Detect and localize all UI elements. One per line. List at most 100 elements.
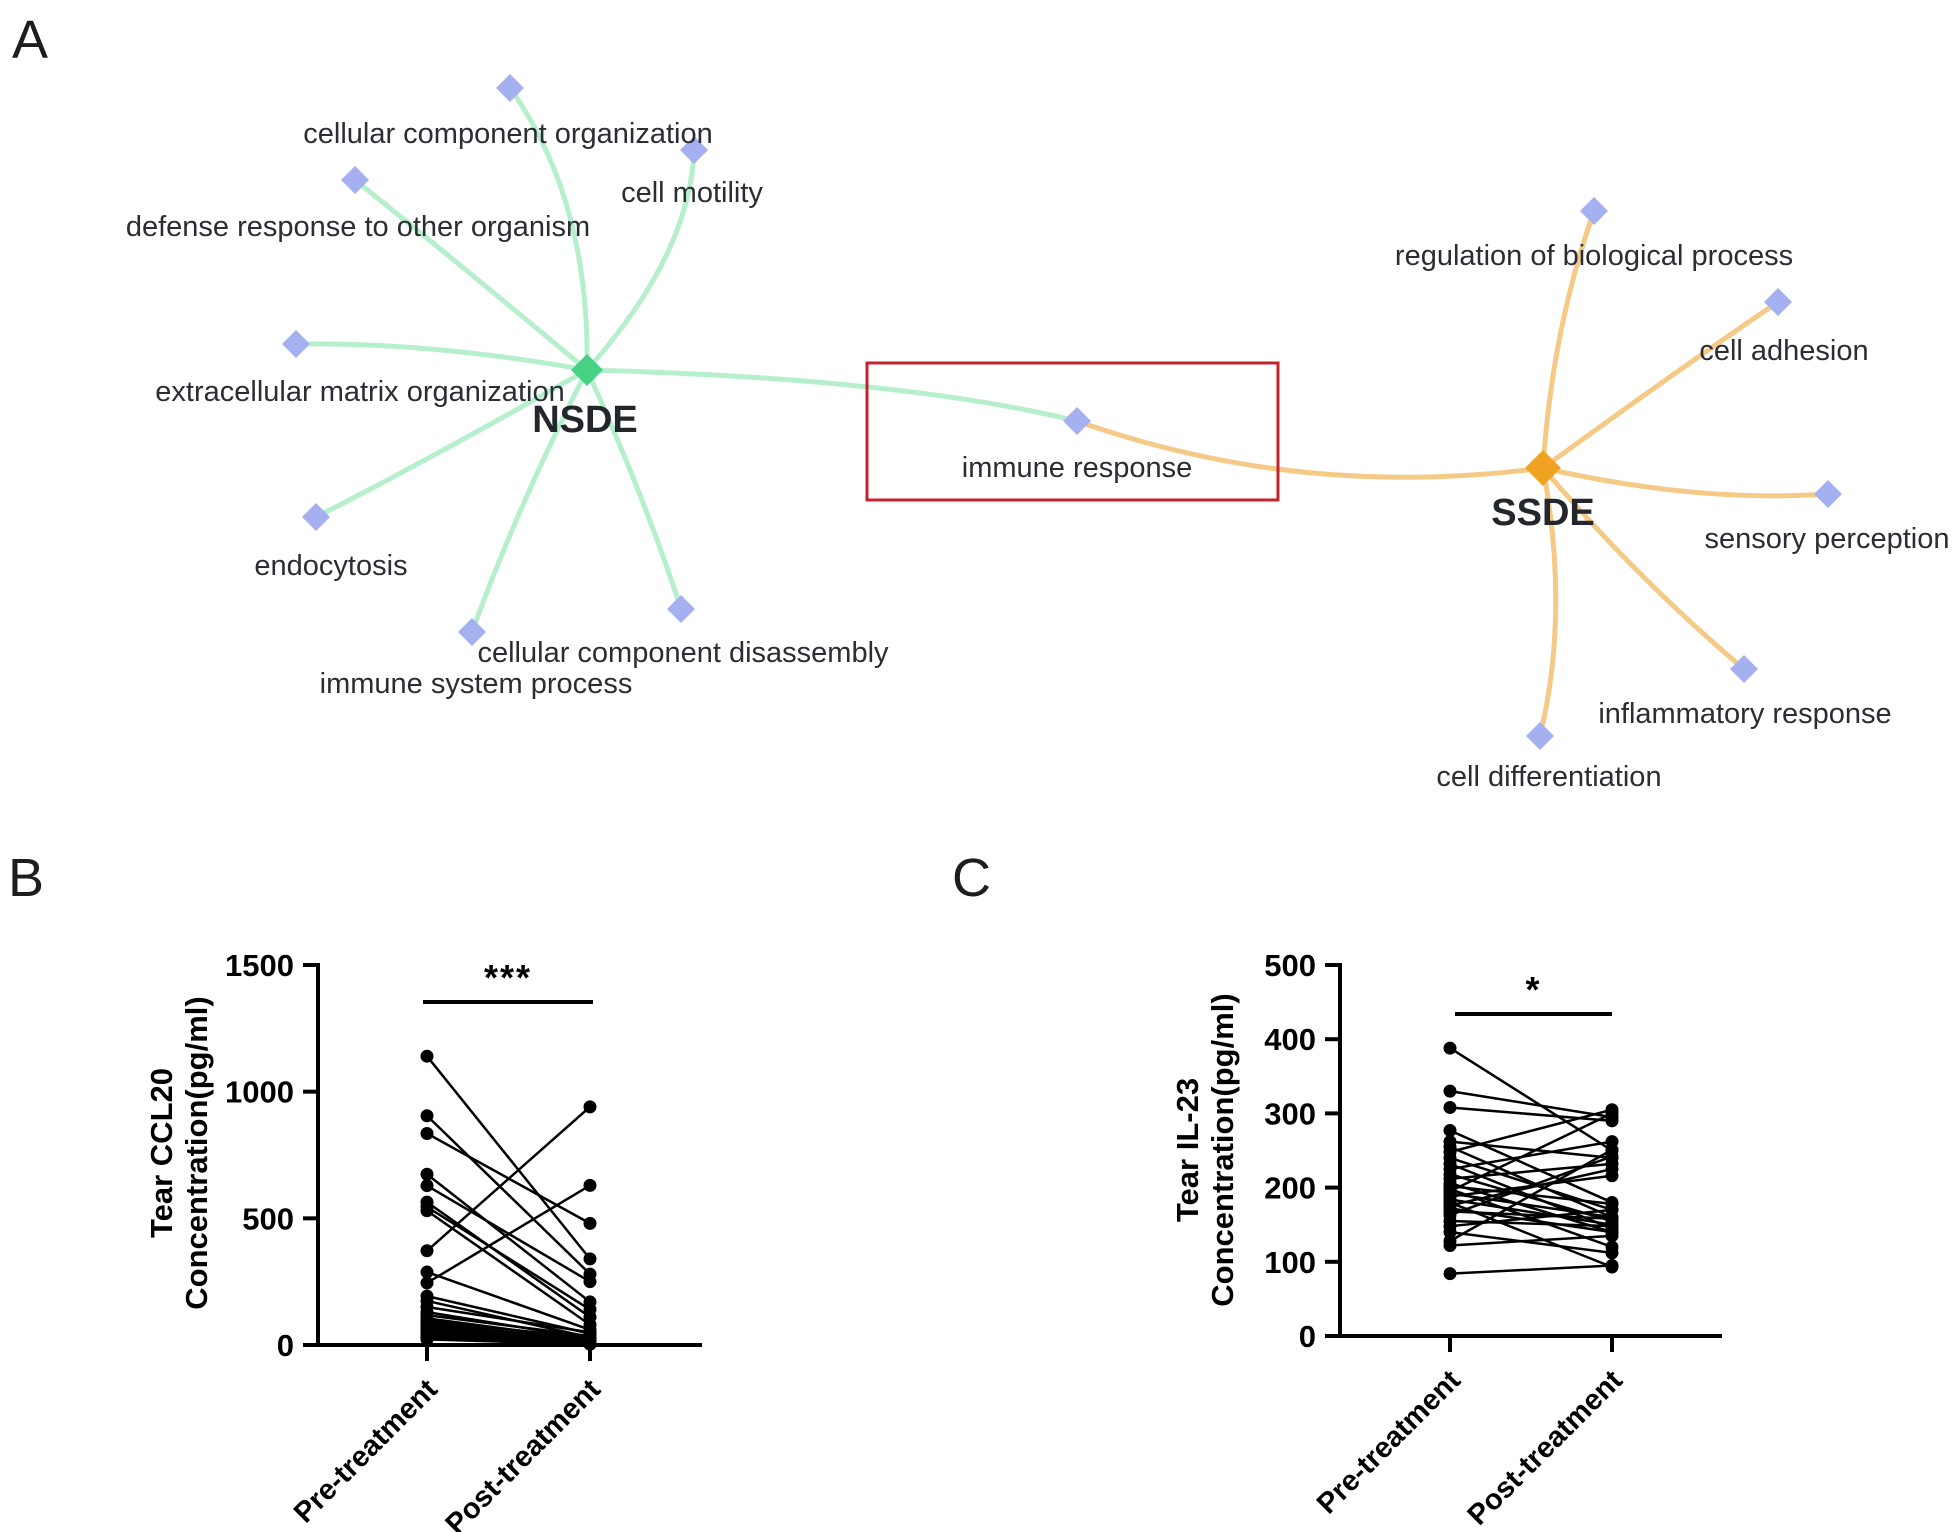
y-axis-title-line1: Tear CCL20 (144, 1068, 179, 1238)
nsde-edge (293, 341, 590, 373)
pair-line (1449, 1112, 1613, 1193)
term-node-label: cell differentiation (1436, 761, 1661, 793)
y-tick-label: 100 (1264, 1245, 1316, 1280)
pair-line (1449, 1198, 1613, 1226)
term-node-diamond-icon (1764, 288, 1792, 316)
nsde-edge (313, 367, 590, 520)
nsde-edge (584, 147, 697, 373)
term-node-label: regulation of biological process (1395, 240, 1793, 272)
term-node-diamond-icon (496, 74, 524, 102)
y-tick-label: 1000 (225, 1075, 294, 1110)
y-tick-label: 1500 (225, 948, 294, 983)
post-treatment-dot (583, 1100, 597, 1114)
post-treatment-dot (1605, 1246, 1619, 1260)
pre-treatment-dot (420, 1332, 434, 1346)
y-tick-label: 500 (242, 1201, 294, 1236)
term-node-diamond-icon (1730, 655, 1758, 683)
pair-line (426, 1173, 591, 1303)
pair-line (426, 1319, 591, 1340)
pair-line (1449, 1230, 1613, 1255)
pair-line (426, 1209, 591, 1326)
term-node-label: sensory perception (1704, 523, 1949, 555)
pair-line (1449, 1145, 1613, 1219)
term-node-label: immune system process (320, 668, 633, 700)
y-tick-label: 200 (1264, 1171, 1316, 1206)
pair-line (1449, 1234, 1613, 1247)
pair-line (1449, 1106, 1613, 1123)
pre-treatment-dot (1443, 1225, 1457, 1239)
pre-treatment-dot (1443, 1267, 1457, 1281)
pair-line (1449, 1148, 1613, 1243)
y-axis-title-line1: Tear IL-23 (1170, 1078, 1205, 1222)
pre-treatment-dot (1443, 1238, 1457, 1252)
post-treatment-dot (583, 1216, 597, 1230)
pair-line (426, 1205, 591, 1311)
pair-line (1449, 1140, 1613, 1171)
post-treatment-dot (1605, 1143, 1619, 1157)
x-tick-label: Pre-treatment (1311, 1364, 1467, 1520)
pair-line (1449, 1210, 1613, 1221)
ssde-hub-label: SSDE (1491, 492, 1594, 534)
term-node-label: cell motility (621, 177, 763, 209)
pair-line (1449, 1219, 1613, 1228)
ssde-edge (1537, 465, 1559, 739)
post-treatment-dot (1605, 1219, 1619, 1233)
pre-treatment-dot (420, 1276, 434, 1290)
term-node-label: immune response (962, 452, 1193, 484)
ssde-edge (1540, 465, 1831, 499)
pair-line (426, 1305, 591, 1334)
nsde-hub-diamond-icon (571, 354, 603, 386)
nsde-edge (507, 85, 590, 373)
nsde-edge (469, 367, 590, 635)
pair-line (426, 1327, 591, 1342)
term-node-label: cell adhesion (1699, 335, 1868, 367)
pre-treatment-dot (420, 1049, 434, 1063)
ssde-hub-diamond-icon (1525, 450, 1561, 486)
post-treatment-dot (1605, 1259, 1619, 1273)
pair-line (1449, 1167, 1613, 1207)
pair-line (1449, 1181, 1613, 1234)
pair-line (1449, 1208, 1613, 1228)
term-node-diamond-icon (1526, 722, 1554, 750)
y-tick-label: 500 (1264, 948, 1316, 983)
post-treatment-dot (1605, 1203, 1619, 1217)
ssde-edge (1540, 208, 1597, 471)
pre-treatment-dot (1443, 1100, 1457, 1114)
pre-treatment-dot (420, 1126, 434, 1140)
term-node-diamond-icon (1063, 407, 1091, 435)
y-axis-title-line2: Concentration(pg/ml) (179, 996, 214, 1309)
x-tick-label: Post-treatment (440, 1373, 608, 1532)
term-node-diamond-icon (680, 136, 708, 164)
nsde-edge (584, 367, 684, 612)
nsde-edge (352, 177, 590, 373)
panel-c-label: C (952, 848, 991, 908)
pre-treatment-dot (420, 1167, 434, 1181)
significance-stars: * (1525, 969, 1541, 1010)
x-tick-label: Pre-treatment (288, 1373, 444, 1529)
immune-response-highlight-box (865, 361, 1280, 502)
term-node-diamond-icon (667, 595, 695, 623)
post-treatment-dot (1605, 1106, 1619, 1120)
term-node-label: inflammatory response (1598, 698, 1891, 730)
term-node-diamond-icon (302, 503, 330, 531)
pair-line (426, 1105, 591, 1252)
ssde-edge (1540, 299, 1781, 471)
post-treatment-dot (583, 1252, 597, 1266)
y-tick-label: 300 (1264, 1096, 1316, 1131)
term-node-diamond-icon (1814, 480, 1842, 508)
term-node-label: cellular component organization (303, 118, 712, 150)
pre-treatment-dot (1443, 1084, 1457, 1098)
term-node-label: endocytosis (254, 550, 407, 582)
pre-treatment-dot (1443, 1123, 1457, 1137)
pre-treatment-dot (420, 1179, 434, 1193)
pair-line (426, 1184, 591, 1285)
nsde-hub-label: NSDE (532, 399, 638, 441)
pre-treatment-dot (1443, 1041, 1457, 1055)
post-treatment-dot (583, 1275, 597, 1289)
pair-line (1449, 1264, 1613, 1275)
pair-line (426, 1313, 591, 1338)
term-node-diamond-icon (1580, 197, 1608, 225)
y-tick-label: 0 (277, 1328, 294, 1363)
